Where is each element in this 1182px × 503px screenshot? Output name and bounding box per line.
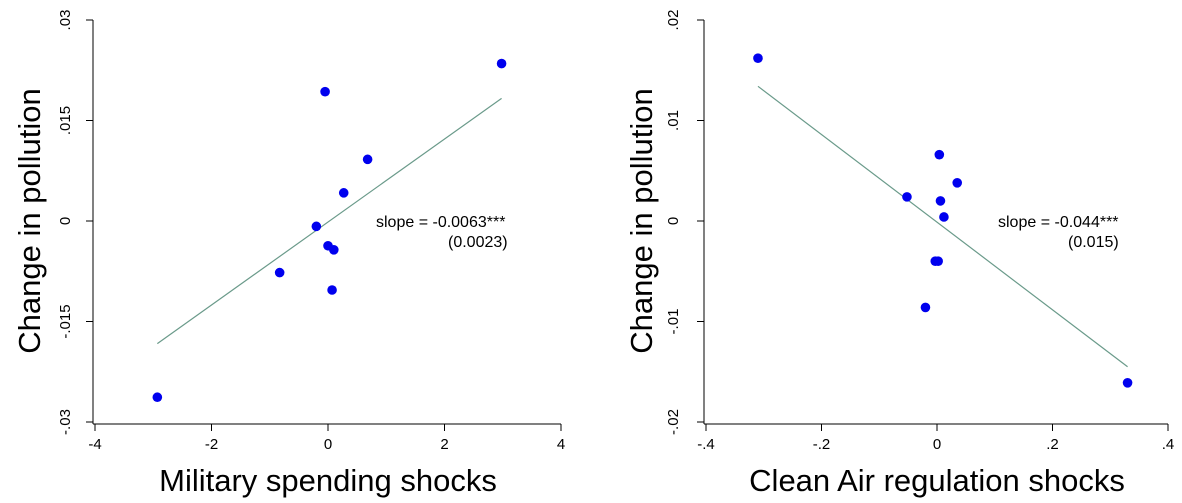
panel-2-x-tick-label: 0 — [933, 436, 941, 453]
panel-2-y-tick-label: .01 — [665, 110, 682, 131]
panel-1-data-point — [320, 86, 330, 97]
panel-2-y-tick-label: 0 — [665, 217, 682, 225]
panel-1-x-tick-label: 2 — [440, 436, 448, 453]
panel-1-x-tick-label: 4 — [557, 436, 565, 453]
panel-1-y-tick-label: .015 — [57, 106, 74, 135]
panel-2-y-tick-label: -.01 — [665, 309, 682, 335]
panel-2-x-tick-label: .4 — [1162, 436, 1175, 453]
panel-1-data-point — [152, 392, 163, 403]
panel-1-data-point — [311, 221, 322, 232]
panel-1-x-tick-label: -4 — [88, 436, 101, 453]
panel-1-x-tick-label: -2 — [205, 436, 218, 453]
panel-2-data-point — [952, 178, 963, 188]
panel-2-data-point — [939, 212, 949, 222]
panel-1-y-tick-label: -.015 — [57, 304, 74, 338]
panel-2-x-tick-label: -.4 — [697, 436, 715, 453]
panel-1-data-point — [338, 188, 349, 198]
panel-2-x-tick-label: -.2 — [813, 436, 831, 453]
panel-1-data-point — [274, 267, 285, 278]
panel-1-x-axis-title: Military spending shocks — [159, 463, 497, 498]
panel-1-x-tick-label: 0 — [324, 436, 332, 453]
panel-1-y-tick-label: 0 — [57, 217, 74, 225]
panel-2-y-tick-label: -.02 — [665, 409, 682, 435]
panel-1-fit-line — [156, 97, 502, 345]
panel-1-data-point — [329, 245, 339, 255]
panel-2-fit-line — [757, 85, 1128, 368]
panel-2-x-axis-title: Clean Air regulation shocks — [749, 463, 1125, 498]
panel-2-data-point — [933, 256, 943, 267]
panel-1-data-point — [327, 285, 337, 295]
panel-1-y-tick-label: .03 — [57, 10, 74, 31]
panel-2-data-point — [753, 53, 763, 63]
panel-1-slope-se-annotation: (0.0023) — [448, 234, 508, 251]
panel-2-slope-annotation: slope = -0.044*** — [998, 214, 1119, 231]
panel-2-slope-se-annotation: (0.015) — [1068, 234, 1119, 251]
panel-2-data-point — [934, 149, 945, 160]
panel-1-y-tick-label: -.03 — [57, 409, 74, 435]
panel-2-x-tick-label: .2 — [1046, 436, 1059, 453]
panel-1-slope-annotation: slope = -0.0063*** — [376, 214, 505, 231]
panel-2-y-axis-title: Change in pollution — [624, 88, 659, 353]
panel-2-data-point — [1122, 378, 1133, 388]
panel-1-y-axis-title: Change in pollution — [12, 88, 47, 353]
panel-2-data-point — [935, 196, 946, 206]
panel-2-y-tick-label: .02 — [665, 10, 682, 31]
panel-2-data-point — [920, 302, 931, 313]
panel-1-data-point — [362, 154, 373, 165]
panel-2-data-point — [902, 192, 912, 202]
panel-1-data-point — [496, 58, 507, 69]
